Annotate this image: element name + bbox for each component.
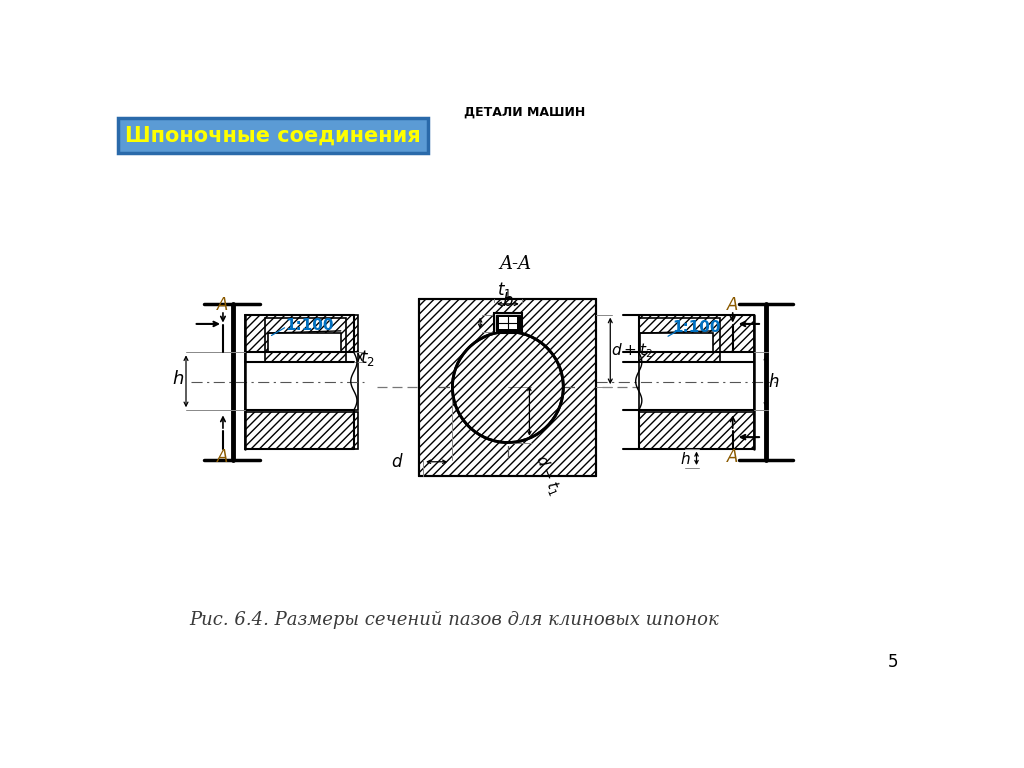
Bar (499, 317, 517, 329)
Text: 1:100: 1:100 (286, 318, 334, 333)
Text: ДЕТАЛИ МАШИН: ДЕТАЛИ МАШИН (464, 106, 586, 119)
Bar (639, 353, 755, 410)
Text: A: A (727, 296, 738, 313)
Text: $h$: $h$ (680, 451, 690, 467)
Bar (419, 299, 596, 475)
Text: Шпоночные соединения: Шпоночные соединения (125, 125, 421, 145)
Circle shape (453, 332, 563, 442)
Text: $d+t_2$: $d+t_2$ (610, 342, 653, 360)
Bar (494, 313, 521, 333)
Bar (267, 333, 341, 353)
Bar (640, 333, 714, 353)
Text: $d$: $d$ (391, 453, 404, 471)
Bar (639, 412, 755, 449)
Bar (245, 353, 358, 410)
Bar (245, 412, 358, 449)
Text: $t_2$: $t_2$ (359, 348, 375, 368)
Text: Рис. 6.4. Размеры сечений пазов для клиновых шпонок: Рис. 6.4. Размеры сечений пазов для клин… (189, 611, 719, 630)
Bar (639, 316, 755, 353)
Text: $h$: $h$ (172, 370, 184, 389)
Text: $h$: $h$ (768, 372, 779, 391)
Text: A: A (217, 449, 228, 466)
Bar (496, 315, 520, 331)
Bar (265, 318, 346, 362)
Text: A: A (727, 449, 738, 466)
Bar (245, 316, 358, 353)
Text: $t_1$: $t_1$ (497, 280, 511, 300)
Text: 5: 5 (888, 653, 898, 671)
Text: 1:100: 1:100 (673, 320, 721, 336)
Bar (639, 318, 720, 362)
Text: $b$: $b$ (502, 292, 514, 310)
Text: $d-t_1$: $d-t_1$ (531, 452, 564, 498)
Text: A-A: A-A (500, 255, 531, 273)
Text: A: A (217, 296, 228, 313)
